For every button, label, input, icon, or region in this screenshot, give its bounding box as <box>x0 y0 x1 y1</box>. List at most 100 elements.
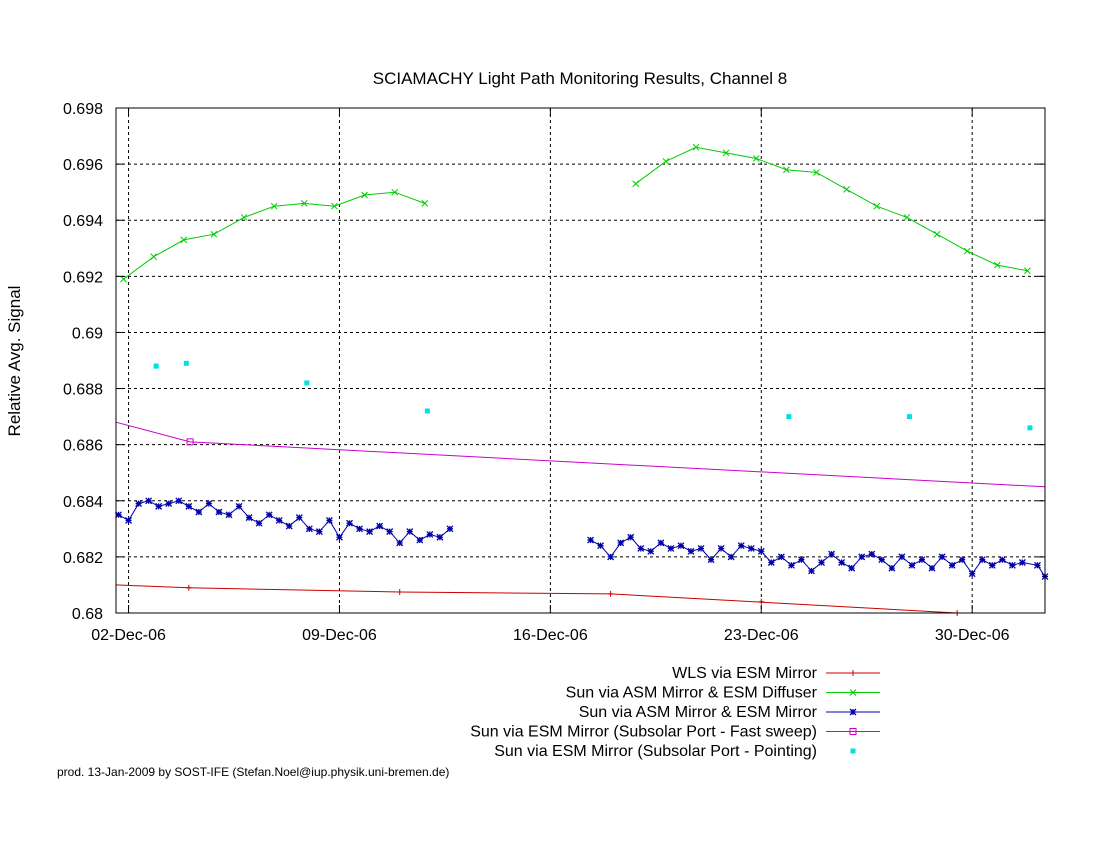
data-point <box>978 556 986 564</box>
data-point <box>356 525 364 533</box>
data-point <box>396 588 403 595</box>
x-tick-label: 30-Dec-06 <box>935 627 1010 644</box>
data-point <box>597 542 605 550</box>
y-tick-label: 0.686 <box>63 438 103 455</box>
y-tick-label: 0.682 <box>63 550 103 567</box>
data-point <box>391 188 399 196</box>
data-point <box>305 525 313 533</box>
data-point <box>903 214 911 221</box>
legend-swatch-marker <box>850 670 856 676</box>
data-point <box>848 564 856 572</box>
data-point <box>687 547 695 555</box>
data-point <box>426 530 434 538</box>
data-point <box>135 500 143 508</box>
data-point <box>265 511 273 519</box>
data-point <box>215 508 223 516</box>
legend-item-2: Sun via ASM Mirror & ESM Diffuser <box>566 685 880 702</box>
data-point <box>968 570 976 578</box>
data-point <box>386 528 394 536</box>
y-tick-label: 0.688 <box>63 382 103 399</box>
y-tick-label: 0.692 <box>63 269 103 286</box>
data-point <box>175 497 183 505</box>
data-point <box>153 363 159 369</box>
data-point <box>667 545 675 552</box>
data-point <box>938 553 946 561</box>
data-point <box>617 539 625 547</box>
data-point <box>786 414 792 420</box>
legend-item-1: WLS via ESM Mirror <box>672 665 880 682</box>
data-point <box>898 553 906 561</box>
data-point <box>873 202 881 210</box>
legend-item-5: Sun via ESM Mirror (Subsolar Port - Poin… <box>494 743 856 760</box>
legend-swatch-marker <box>849 708 857 716</box>
data-point <box>304 380 310 386</box>
data-point <box>662 157 670 165</box>
data-point <box>185 584 192 591</box>
data-point <box>235 502 243 510</box>
data-point <box>120 275 127 283</box>
data-point <box>285 522 293 530</box>
data-point <box>607 590 614 597</box>
x-tick-label: 16-Dec-06 <box>513 627 588 644</box>
legend-label: Sun via ESM Mirror (Subsolar Port - Poin… <box>494 743 817 760</box>
series-1 <box>115 584 973 616</box>
data-point <box>777 553 785 561</box>
data-point <box>717 545 725 552</box>
legend-swatch-marker <box>849 689 857 696</box>
data-point <box>396 539 404 547</box>
data-point <box>366 528 374 536</box>
data-point <box>300 200 308 207</box>
series-line <box>115 421 1046 488</box>
data-point <box>1008 561 1016 569</box>
data-point <box>125 516 133 524</box>
data-point <box>918 556 926 564</box>
data-point <box>185 502 193 510</box>
data-point <box>677 542 685 550</box>
y-tick-label: 0.69 <box>72 325 103 342</box>
data-point <box>908 561 916 569</box>
x-tick-label: 02-Dec-06 <box>91 627 166 644</box>
data-point <box>331 202 338 210</box>
data-point <box>270 202 278 210</box>
legend-swatch-marker <box>849 728 857 735</box>
y-tick-label: 0.698 <box>63 101 103 118</box>
data-point <box>165 500 173 508</box>
data-point <box>225 511 233 519</box>
data-point <box>240 214 248 221</box>
data-point <box>336 533 343 541</box>
chart-title: SCIAMACHY Light Path Monitoring Results,… <box>373 69 788 88</box>
data-point <box>627 533 635 541</box>
data-point <box>416 536 424 544</box>
data-point <box>446 525 454 533</box>
data-point <box>752 155 760 162</box>
data-point <box>245 514 253 522</box>
data-point <box>998 556 1006 564</box>
data-point <box>632 180 640 188</box>
data-point <box>757 547 765 555</box>
data-point <box>195 508 203 516</box>
legend-label: Sun via ASM Mirror & ESM Mirror <box>579 704 818 721</box>
series-3 <box>115 497 1049 580</box>
x-axis: 02-Dec-06 09-Dec-06 16-Dec-06 23-Dec-06 30-D… <box>91 108 1010 644</box>
data-point <box>928 564 936 572</box>
plot-frame <box>115 107 1046 614</box>
grid-lines <box>116 108 1045 613</box>
series-line <box>590 536 1046 577</box>
data-point <box>963 247 971 255</box>
data-point <box>758 598 765 605</box>
legend-label: Sun via ESM Mirror (Subsolar Port - Fast… <box>470 724 817 741</box>
data-point <box>424 408 430 414</box>
data-point <box>361 191 368 199</box>
data-point <box>315 528 323 536</box>
data-point <box>813 169 820 176</box>
data-point <box>843 186 850 193</box>
data-point <box>828 550 836 558</box>
data-point <box>657 539 665 547</box>
data-point <box>797 556 805 564</box>
x-tick-label: 09-Dec-06 <box>302 627 377 644</box>
data-point <box>1018 559 1026 566</box>
y-axis-label: Relative Avg. Signal <box>5 286 24 437</box>
y-tick-label: 0.684 <box>63 494 103 511</box>
